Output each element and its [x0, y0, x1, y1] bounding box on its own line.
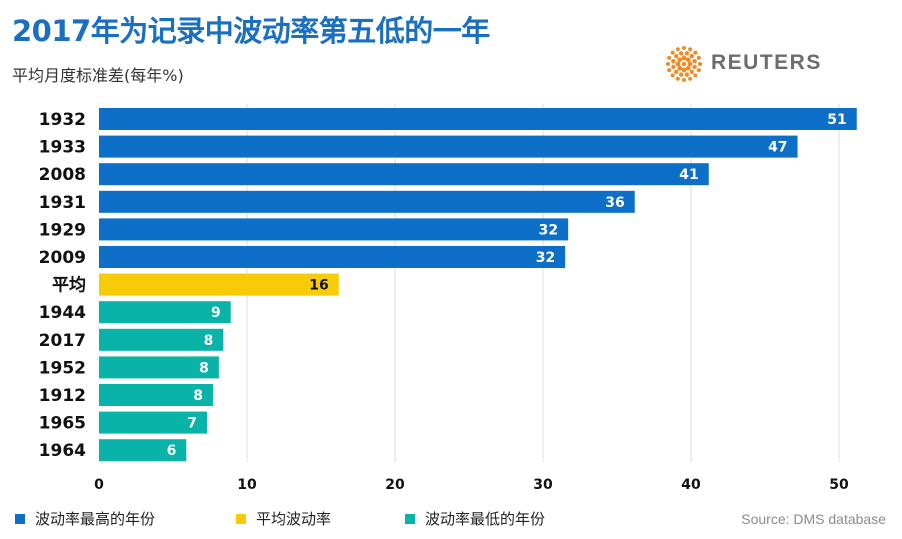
value-label: 51 — [827, 112, 846, 128]
legend-label-low: 波动率最低的年份 — [425, 510, 546, 528]
category-label: 1952 — [39, 358, 86, 378]
legend-swatch-average — [236, 514, 246, 524]
value-label: 16 — [309, 278, 328, 294]
x-tick-label: 50 — [829, 477, 849, 493]
x-tick-label: 0 — [94, 477, 104, 493]
value-label: 6 — [167, 443, 177, 459]
chart-subtitle: 平均月度标准差(每年%) — [12, 66, 184, 85]
legend-swatch-low — [405, 514, 415, 524]
category-label: 1933 — [39, 138, 86, 158]
bar-2009 — [99, 246, 566, 268]
category-label: 2009 — [39, 248, 86, 268]
category-label: 2017 — [39, 331, 86, 351]
category-label: 1965 — [39, 414, 86, 434]
bar-1944 — [99, 301, 231, 324]
value-label: 7 — [187, 416, 197, 432]
value-label: 8 — [204, 333, 214, 349]
legend-item-low: 波动率最低的年份 — [405, 508, 545, 529]
category-label: 1932 — [39, 110, 86, 130]
chart-title: 2017年为记录中波动率第五低的一年 — [12, 14, 490, 48]
value-label: 32 — [539, 222, 558, 238]
legend-swatch-high — [15, 514, 25, 524]
category-label: 平均 — [52, 275, 86, 296]
category-label: 1944 — [39, 303, 86, 323]
bar-平均 — [99, 273, 339, 296]
legend-item-average: 平均波动率 — [236, 508, 331, 529]
bar-1912 — [99, 384, 213, 406]
bar-2017 — [99, 328, 224, 351]
value-label: 47 — [768, 140, 787, 156]
bar-1965 — [99, 411, 208, 434]
legend-label-average: 平均波动率 — [256, 510, 332, 528]
bar-1952 — [99, 356, 219, 379]
bar-1929 — [99, 218, 569, 241]
value-label: 41 — [679, 167, 698, 183]
category-label: 2008 — [39, 165, 86, 185]
value-label: 9 — [211, 305, 221, 321]
source-note: Source: DMS database — [741, 511, 886, 527]
reuters-wordmark: REUTERS — [711, 51, 822, 74]
bar-1933 — [99, 135, 798, 158]
legend-item-high: 波动率最高的年份 — [15, 508, 155, 529]
x-tick-label: 30 — [533, 477, 553, 493]
value-label: 8 — [199, 360, 209, 376]
bar-1964 — [99, 439, 187, 462]
category-label: 1931 — [39, 193, 86, 213]
bar-2008 — [99, 163, 709, 186]
value-label: 36 — [605, 195, 624, 211]
x-tick-label: 40 — [681, 477, 701, 493]
category-label: 1929 — [39, 220, 86, 240]
value-label: 32 — [536, 250, 555, 266]
x-tick-label: 20 — [385, 477, 405, 493]
value-label: 8 — [193, 388, 203, 404]
legend-label-high: 波动率最高的年份 — [35, 510, 156, 528]
category-label: 1964 — [39, 441, 86, 461]
bar-1931 — [99, 190, 635, 213]
bar-1932 — [99, 108, 857, 130]
category-label: 1912 — [39, 386, 86, 406]
reuters-dots-icon — [666, 46, 702, 82]
x-tick-label: 10 — [237, 477, 257, 493]
